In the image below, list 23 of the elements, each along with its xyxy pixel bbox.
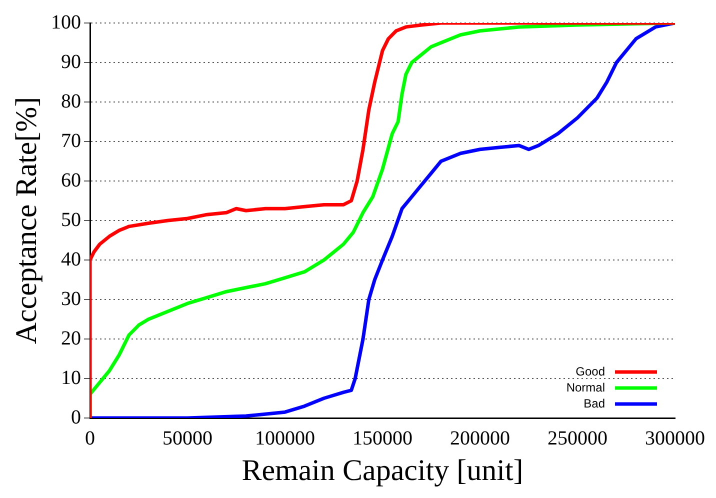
y-tick-label: 90 (61, 50, 81, 73)
legend-label: Bad (584, 396, 605, 410)
y-tick-label: 10 (61, 366, 81, 389)
x-tick-label: 300000 (645, 427, 705, 450)
legend-label: Good (576, 364, 605, 378)
x-tick-label: 0 (85, 427, 95, 450)
y-axis-title: Acceptance Rate[%] (10, 96, 43, 344)
x-tick-label: 150000 (352, 427, 412, 450)
x-axis-title: Remain Capacity [unit] (242, 454, 524, 487)
y-tick-label: 0 (71, 406, 81, 428)
y-tick-label: 30 (61, 288, 81, 310)
x-tick-label: 50000 (162, 427, 212, 450)
y-tick-label: 60 (61, 169, 81, 192)
legend-label: Normal (566, 380, 605, 394)
y-tick-label: 40 (61, 248, 81, 270)
y-tick-label: 100 (51, 11, 81, 34)
x-tick-label: 100000 (255, 427, 315, 450)
y-tick-label: 50 (61, 208, 81, 231)
y-tick-label: 80 (61, 90, 81, 112)
x-tick-label: 250000 (548, 427, 608, 450)
y-tick-label: 20 (61, 327, 81, 350)
y-tick-label: 70 (61, 130, 81, 152)
x-tick-label: 200000 (450, 427, 510, 450)
